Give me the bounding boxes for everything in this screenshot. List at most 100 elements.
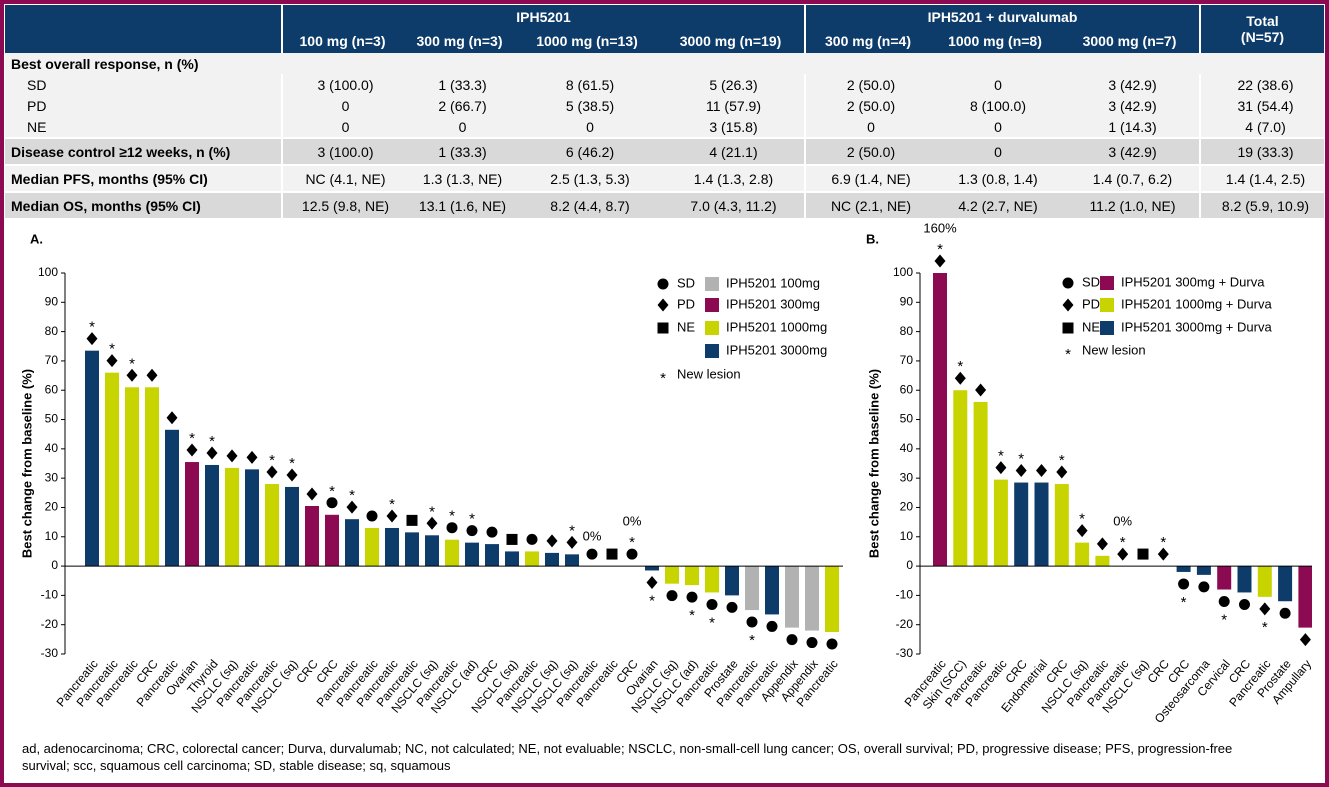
new-lesion-marker: * — [709, 614, 715, 631]
bar — [505, 551, 519, 567]
bar — [953, 390, 968, 567]
table-cell: 0 — [281, 116, 402, 138]
x-tick-label: CRC — [1145, 657, 1173, 686]
response-marker — [975, 383, 987, 397]
y-tick-label: 30 — [900, 470, 914, 484]
y-tick-label: 50 — [45, 412, 59, 426]
new-lesion-marker: * — [89, 319, 95, 336]
response-marker — [1096, 537, 1108, 551]
total-header: Total (N=57) — [1199, 5, 1324, 53]
response-marker — [266, 465, 278, 479]
y-axis-label: Best change from baseline (%) — [19, 369, 34, 558]
y-tick-label: -30 — [41, 646, 59, 660]
bar — [665, 566, 679, 584]
table-cell: 3 (42.9) — [1108, 76, 1157, 93]
bar — [705, 566, 719, 593]
table-cell: 11 (57.9) — [706, 97, 761, 114]
bar — [525, 551, 539, 567]
response-marker — [1056, 465, 1068, 479]
legend-label: SD — [677, 275, 695, 290]
legend-label: IPH5201 100mg — [726, 275, 820, 290]
response-marker — [246, 450, 258, 464]
new-lesion-marker: * — [329, 483, 335, 500]
response-marker — [1239, 598, 1250, 610]
column-header: 1000 mg (n=8) — [930, 29, 1060, 53]
response-marker — [506, 533, 518, 545]
response-marker — [746, 616, 758, 628]
new-lesion-marker: * — [998, 448, 1004, 465]
bar — [993, 479, 1008, 567]
table-row: SD 3 (100.0) 1 (33.3) 8 (61.5) 5 (26.3) 2 (50… — [5, 74, 1324, 95]
response-marker — [106, 354, 118, 368]
value-label: 0% — [583, 529, 602, 544]
row-label: Median PFS, months (95% CI) — [5, 164, 282, 192]
table-cell: 3 (42.9) — [1108, 97, 1157, 114]
response-marker — [1198, 581, 1210, 593]
value-label: 0% — [1113, 514, 1132, 529]
table-row: Median PFS, months (95% CI) NC (4.1, NE) 1… — [5, 164, 1324, 192]
legend-marker — [657, 278, 669, 290]
table-cell: 0 — [458, 118, 467, 135]
table-cell: 5 (26.3) — [709, 76, 758, 93]
y-tick-label: 0 — [906, 558, 913, 572]
bar — [1075, 542, 1090, 567]
table-cell: 3 (15.8) — [709, 118, 758, 135]
response-marker — [126, 368, 138, 382]
bar — [565, 554, 579, 567]
footnote: ad, adenocarcinoma; CRC, colorectal canc… — [22, 741, 1233, 773]
bar — [745, 566, 759, 611]
response-marker — [1137, 548, 1149, 560]
legend-label: PD — [677, 296, 695, 311]
y-tick-label: 40 — [45, 441, 59, 455]
response-table: IPH5201 IPH5201 + durvalumab Total (N=57) 1… — [5, 5, 1324, 218]
new-lesion-marker: * — [1079, 511, 1085, 528]
response-marker — [146, 368, 158, 382]
table-cell: 0 — [804, 116, 930, 138]
bar — [105, 372, 119, 567]
response-marker — [954, 371, 966, 385]
new-lesion-marker: * — [389, 496, 395, 513]
y-tick-label: 60 — [900, 382, 914, 396]
response-marker — [586, 548, 598, 560]
new-lesion-marker: * — [1160, 534, 1166, 551]
y-tick-label: -10 — [896, 588, 914, 602]
bar — [125, 387, 139, 567]
response-marker — [1117, 547, 1129, 561]
y-tick-label: 80 — [45, 324, 59, 338]
table-cell: 8.2 (5.9, 10.9) — [1199, 191, 1324, 218]
new-lesion-marker: * — [449, 508, 455, 525]
table-cell: 8.2 (4.4, 8.7) — [517, 191, 657, 218]
response-marker — [306, 487, 318, 501]
response-marker — [346, 500, 358, 514]
group-header: IPH5201 + durvalumab — [804, 5, 1200, 29]
new-lesion-marker: * — [569, 522, 575, 539]
row-label: SD — [27, 76, 47, 93]
response-marker — [1015, 464, 1027, 478]
response-marker — [1076, 524, 1088, 538]
table-cell: 1.4 (1.4, 2.5) — [1199, 164, 1324, 192]
table-body: Best overall response, n (%) SD 3 (100.0) 1… — [5, 53, 1324, 218]
table-cell: 22 (38.6) — [1199, 74, 1324, 95]
panel-label: B. — [866, 231, 879, 246]
new-lesion-marker: * — [689, 607, 695, 624]
legend-label: IPH5201 1000mg + Durva — [1121, 296, 1272, 311]
bar — [545, 552, 559, 567]
legend-swatch — [1100, 321, 1114, 335]
new-lesion-marker: * — [1181, 594, 1187, 611]
corner-cell — [5, 5, 282, 53]
bar — [1278, 566, 1293, 602]
response-marker — [786, 634, 798, 646]
table-cell: 1 (14.3) — [1108, 118, 1157, 135]
legend-label: New lesion — [677, 366, 741, 381]
response-marker — [934, 254, 946, 268]
response-marker — [566, 535, 578, 549]
table-cell: 1 (33.3) — [402, 137, 517, 165]
legend-label: IPH5201 300mg + Durva — [1121, 274, 1265, 289]
response-marker — [806, 637, 818, 649]
bar — [485, 544, 499, 567]
response-marker — [1218, 596, 1230, 608]
legend-swatch — [705, 344, 719, 358]
bar — [185, 462, 199, 567]
table-cell: 6.9 (1.4, NE) — [804, 164, 930, 192]
new-lesion-marker: * — [1059, 452, 1065, 469]
